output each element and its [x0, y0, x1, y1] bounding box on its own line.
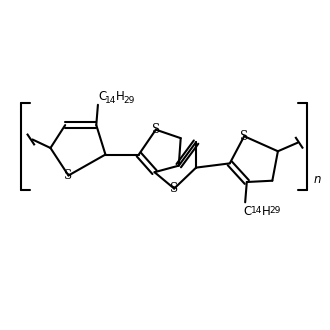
- Text: S: S: [240, 130, 248, 143]
- Text: C: C: [98, 90, 106, 103]
- Text: H: H: [262, 205, 270, 218]
- Text: S: S: [170, 182, 178, 195]
- Text: n: n: [313, 173, 321, 186]
- Text: S: S: [64, 169, 73, 182]
- Text: H: H: [116, 90, 125, 103]
- Text: 29: 29: [269, 206, 280, 215]
- Text: 29: 29: [123, 96, 135, 105]
- Text: 14: 14: [251, 206, 262, 215]
- Text: 14: 14: [105, 96, 116, 105]
- Text: C: C: [244, 205, 252, 218]
- Text: S: S: [152, 123, 160, 136]
